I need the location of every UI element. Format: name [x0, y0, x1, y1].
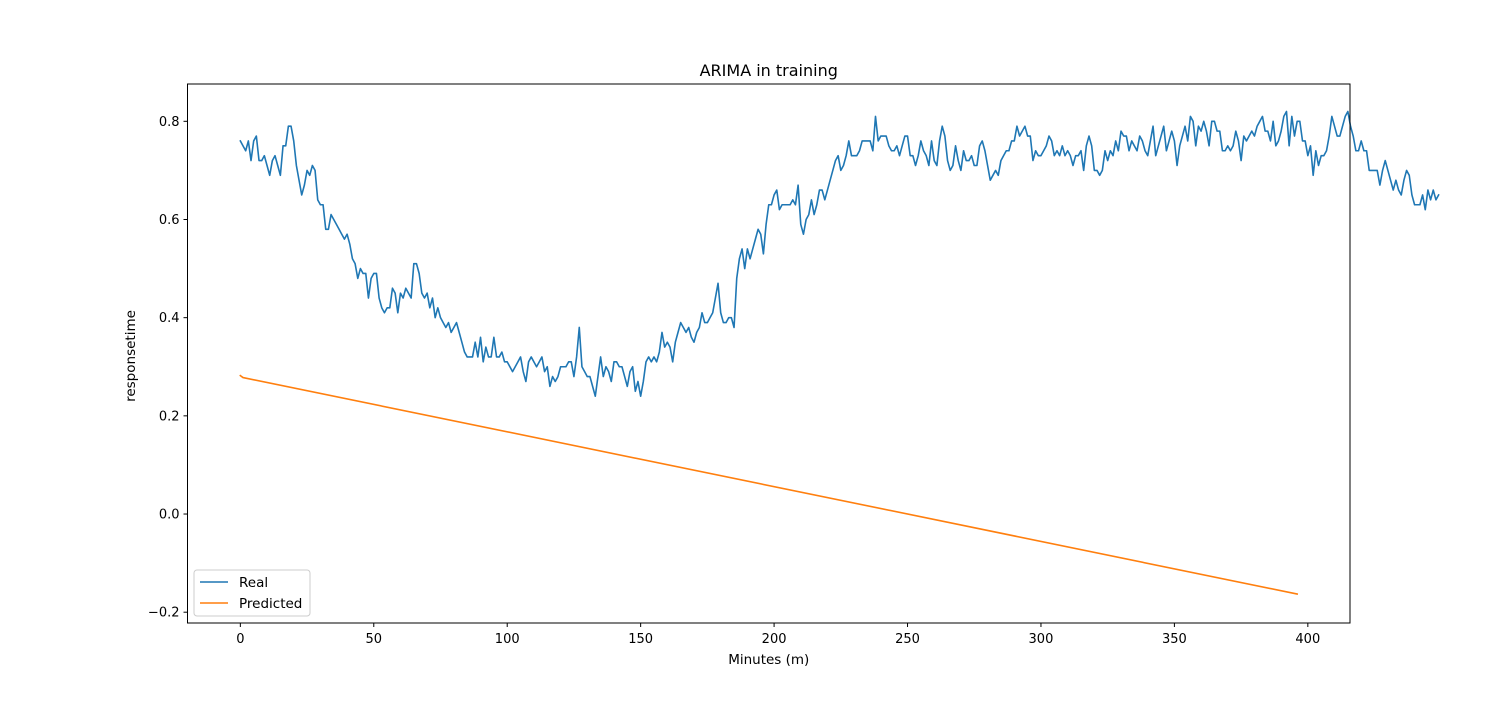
series-line-real: [239, 110, 1440, 398]
legend-label-predicted: Predicted: [239, 596, 302, 612]
x-tick-label: 350: [1162, 632, 1187, 647]
x-tick-label: 0: [236, 632, 244, 647]
legend: Real Predicted: [193, 569, 311, 617]
y-tick-label: 0.6: [159, 213, 180, 228]
x-axis-label: Minutes (m): [728, 652, 809, 668]
x-tick-label: 50: [366, 632, 383, 647]
y-tick-label: 0.2: [159, 409, 180, 424]
y-tick-label: 0.4: [159, 311, 180, 326]
y-axis-ticks: −0.2 0.0 0.2 0.4 0.6 0.8: [148, 115, 188, 621]
plot-frame: [187, 83, 1351, 624]
y-tick-label: 0.0: [159, 508, 180, 523]
chart-title: ARIMA in training: [700, 61, 838, 80]
series-layer: [239, 110, 1440, 595]
x-tick-label: 100: [495, 632, 520, 647]
y-tick-label: 0.8: [159, 115, 180, 130]
x-tick-label: 400: [1295, 632, 1320, 647]
x-axis-ticks: 0 50 100 150 200 250 300 350 400: [236, 623, 1320, 647]
x-tick-label: 150: [628, 632, 653, 647]
x-tick-label: 200: [762, 632, 787, 647]
x-tick-label: 250: [895, 632, 920, 647]
legend-label-real: Real: [239, 575, 268, 591]
x-tick-label: 300: [1029, 632, 1054, 647]
y-axis-label: responsetime: [123, 310, 139, 402]
y-tick-label: −0.2: [148, 606, 180, 621]
series-line-predicted: [239, 374, 1299, 595]
